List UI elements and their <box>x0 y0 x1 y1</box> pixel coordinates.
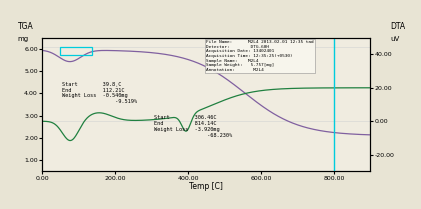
Text: Start        39.8¸C
End          112.21C
Weight Loss  -0.540mg
                 : Start 39.8¸C End 112.21C Weight Loss -0.… <box>62 82 137 104</box>
Text: DTA: DTA <box>390 22 405 31</box>
Text: File Name:      M2L4 2013-02-01 12:35 tad
Detector:        DTG-60H
Acquisition D: File Name: M2L4 2013-02-01 12:35 tad Det… <box>206 40 314 72</box>
X-axis label: Temp [C]: Temp [C] <box>189 182 223 191</box>
Text: Start        306.46C
End          814.14C
Weight Loss  -3.920mg
                : Start 306.46C End 814.14C Weight Loss -3… <box>154 115 232 138</box>
Bar <box>60 47 92 55</box>
Text: mg: mg <box>18 36 29 42</box>
Text: TGA: TGA <box>18 22 33 31</box>
Text: uV: uV <box>390 36 400 42</box>
